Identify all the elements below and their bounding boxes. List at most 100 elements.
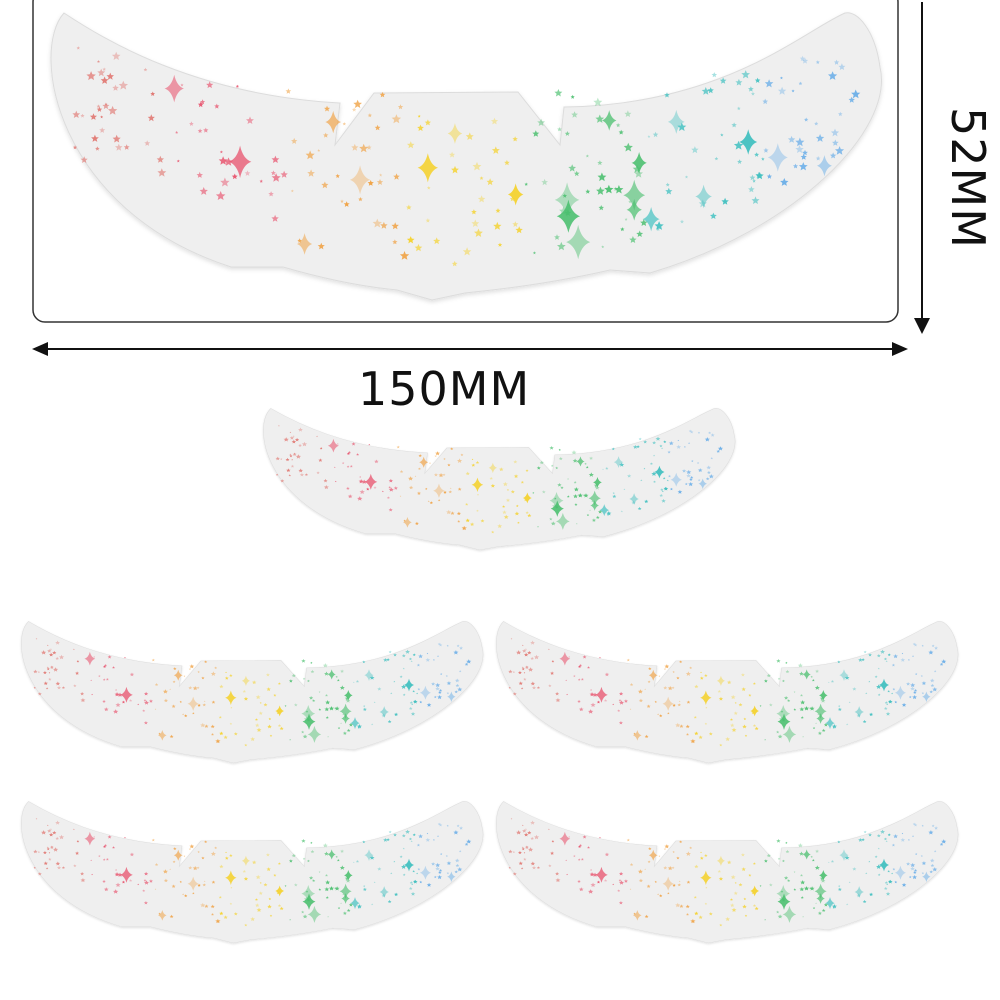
star-icon: [524, 498, 527, 502]
star-icon: [288, 679, 293, 683]
star-icon: [80, 691, 85, 696]
star-icon: [106, 72, 114, 80]
star-icon: [55, 656, 60, 660]
star-icon: [688, 442, 691, 445]
star-icon: [798, 162, 808, 171]
star-icon: [620, 510, 623, 513]
star-icon: [91, 873, 94, 876]
star-icon: [510, 817, 513, 820]
star-icon: [759, 885, 762, 887]
star-icon: [255, 874, 261, 880]
star-icon: [710, 433, 715, 437]
star-icon: [206, 81, 214, 89]
star-icon: [201, 856, 205, 860]
star-icon: [707, 470, 711, 474]
star-icon: [694, 864, 699, 869]
star-icon: [223, 735, 228, 739]
star-icon: [583, 493, 589, 498]
star-icon: [669, 487, 673, 491]
star-icon: [172, 680, 176, 683]
star-icon: [718, 876, 724, 881]
star-icon: [55, 861, 61, 866]
star-icon: [381, 713, 387, 718]
star-icon: [280, 479, 285, 483]
star-icon: [839, 669, 849, 682]
star-icon: [446, 824, 449, 827]
star-icon: [664, 92, 670, 98]
star-icon: [754, 152, 760, 157]
star-icon: [495, 208, 501, 213]
star-icon: [380, 221, 388, 229]
star-icon: [525, 511, 529, 514]
star-icon: [783, 696, 789, 700]
star-icon: [302, 914, 308, 919]
star-icon: [726, 860, 732, 865]
star-icon: [619, 462, 625, 467]
star-icon: [531, 685, 537, 690]
star-icon: [372, 218, 382, 228]
star-icon: [84, 651, 96, 666]
star-icon: [768, 883, 773, 887]
star-icon: [342, 731, 347, 735]
star-icon: [809, 706, 815, 711]
star-icon: [763, 679, 768, 683]
star-icon: [522, 828, 527, 833]
star-icon: [525, 469, 529, 472]
star-icon: [573, 494, 578, 499]
star-icon: [704, 853, 708, 857]
star-icon: [817, 911, 822, 915]
star-icon: [381, 490, 384, 493]
star-icon: [465, 471, 470, 476]
star-icon: [348, 451, 351, 454]
star-icon: [346, 908, 351, 912]
star-icon: [801, 57, 809, 64]
star-icon: [33, 866, 36, 869]
star-icon: [844, 675, 850, 680]
star-icon: [633, 912, 636, 915]
star-icon: [785, 669, 790, 674]
star-icon: [456, 824, 460, 827]
star-icon: [301, 730, 305, 734]
star-icon: [582, 835, 587, 839]
star-icon: [151, 658, 155, 662]
star-icon: [307, 725, 322, 743]
star-icon: [489, 476, 493, 480]
star-icon: [184, 894, 188, 898]
star-icon: [787, 879, 791, 882]
star-icon: [342, 893, 345, 896]
star-icon: [689, 430, 694, 434]
star-icon: [764, 738, 766, 741]
star-icon: [814, 121, 819, 126]
star-icon: [520, 687, 524, 690]
star-icon: [115, 689, 117, 691]
star-icon: [290, 464, 295, 468]
star-icon: [310, 849, 315, 854]
star-icon: [522, 648, 527, 653]
star-icon: [451, 260, 458, 267]
star-icon: [419, 865, 431, 880]
star-icon: [438, 823, 443, 827]
star-icon: [931, 824, 935, 827]
star-icon: [555, 877, 561, 883]
star-icon: [827, 861, 830, 864]
star-icon: [604, 184, 614, 194]
star-icon: [292, 435, 295, 437]
star-icon: [100, 115, 104, 119]
star-icon: [623, 699, 628, 703]
star-icon: [433, 659, 435, 661]
star-icon: [677, 703, 681, 707]
star-icon: [676, 676, 680, 680]
star-icon: [438, 643, 443, 647]
star-icon: [291, 439, 297, 444]
star-icon: [763, 147, 769, 153]
star-icon: [324, 887, 330, 892]
star-icon: [90, 679, 93, 681]
star-icon: [933, 670, 937, 673]
star-icon: [197, 128, 203, 133]
star-icon: [700, 671, 702, 673]
star-icon: [694, 684, 699, 689]
star-icon: [343, 201, 350, 207]
star-icon: [459, 826, 464, 830]
star-icon: [346, 728, 351, 732]
star-icon: [817, 713, 820, 716]
